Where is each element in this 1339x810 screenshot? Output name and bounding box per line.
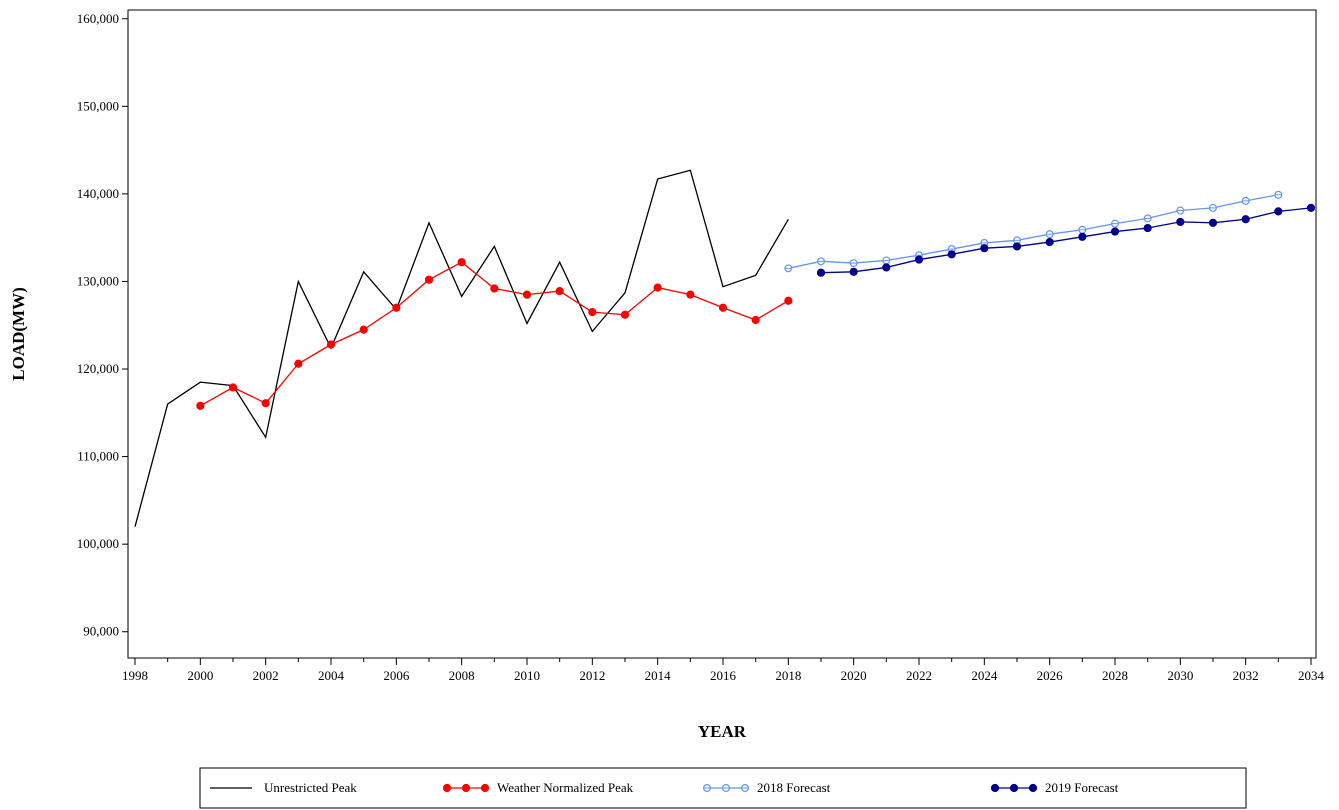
- legend-label: 2018 Forecast: [757, 780, 831, 795]
- data-point-2019-forecast: [1274, 207, 1283, 216]
- x-tick-label: 2008: [449, 668, 475, 683]
- y-tick-label: 130,000: [77, 273, 119, 288]
- legend-swatch-marker: [480, 783, 490, 793]
- x-tick-label: 2034: [1298, 668, 1325, 683]
- legend-label: Weather Normalized Peak: [497, 780, 634, 795]
- x-tick-label: 2024: [971, 668, 998, 683]
- x-tick-label: 2030: [1167, 668, 1193, 683]
- data-point-weather-normalized-peak: [196, 401, 205, 410]
- legend-item-2019-forecast: 2019 Forecast: [990, 780, 1119, 795]
- data-point-weather-normalized-peak: [555, 286, 564, 296]
- data-point-2019-forecast: [1143, 223, 1152, 233]
- data-point-weather-normalized-peak: [359, 325, 368, 334]
- data-point-weather-normalized-peak: [686, 290, 695, 299]
- data-point-weather-normalized-peak: [326, 340, 336, 349]
- legend-swatch-marker: [1028, 783, 1038, 793]
- x-tick-label: 2028: [1102, 668, 1128, 683]
- data-point-weather-normalized-peak: [457, 258, 466, 267]
- data-point-2019-forecast: [1110, 227, 1120, 236]
- legend-label: Unrestricted Peak: [264, 780, 357, 795]
- series-line-weather-normalized-peak: [200, 261, 789, 407]
- data-point-2019-forecast: [1241, 215, 1250, 224]
- data-point-weather-normalized-peak: [490, 284, 499, 293]
- x-tick-label: 2004: [318, 668, 345, 683]
- series-line-2018-forecast: [788, 194, 1279, 269]
- legend-item-2018-forecast: 2018 Forecast: [702, 780, 831, 795]
- x-tick-label: 2026: [1037, 668, 1064, 683]
- series-layer: [134, 169, 1316, 527]
- series-2018-forecast: [784, 190, 1283, 273]
- legend-item-weather-normalized-peak: Weather Normalized Peak: [442, 780, 634, 795]
- x-tick-label: 2022: [906, 668, 932, 683]
- series-line-2019-forecast: [820, 207, 1312, 274]
- x-axis: 1998 2000 2002 2004 2006 2008 2010 2012 2014 2016…: [122, 658, 1325, 683]
- data-point-2019-forecast: [1176, 217, 1185, 227]
- y-tick-label: 90,000: [83, 624, 119, 639]
- y-tick-label: 140,000: [77, 186, 119, 201]
- data-point-weather-normalized-peak: [522, 290, 532, 299]
- x-tick-label: 2010: [514, 668, 540, 683]
- data-point-weather-normalized-peak: [392, 303, 401, 312]
- data-point-2019-forecast: [1208, 218, 1218, 227]
- y-tick-label: 120,000: [77, 361, 119, 376]
- legend-swatch-marker: [442, 783, 452, 793]
- legend-swatch-marker: [1009, 783, 1019, 793]
- x-tick-label: 2012: [579, 668, 605, 683]
- series-unrestricted-peak: [134, 169, 789, 527]
- data-point-weather-normalized-peak: [751, 315, 760, 325]
- data-point-weather-normalized-peak: [424, 275, 434, 284]
- data-point-weather-normalized-peak: [718, 303, 728, 312]
- data-point-2019-forecast: [947, 250, 956, 259]
- data-point-weather-normalized-peak: [261, 399, 270, 408]
- legend-label: 2019 Forecast: [1045, 780, 1119, 795]
- x-tick-label: 2032: [1233, 668, 1259, 683]
- data-point-2019-forecast: [816, 268, 826, 277]
- data-point-weather-normalized-peak: [784, 296, 793, 305]
- y-tick-label: 150,000: [77, 98, 119, 113]
- series-weather-normalized-peak: [196, 258, 793, 410]
- data-point-weather-normalized-peak: [653, 283, 662, 292]
- x-tick-label: 2002: [253, 668, 279, 683]
- plot-frame: [127, 9, 1317, 659]
- x-tick-label: 2000: [187, 668, 213, 683]
- legend-swatch-marker: [990, 783, 1000, 793]
- x-tick-label: 2006: [383, 668, 410, 683]
- x-tick-label: 2018: [775, 668, 801, 683]
- y-axis-title: LOAD(MW): [9, 287, 28, 380]
- data-point-2019-forecast: [1306, 203, 1316, 213]
- data-point-2019-forecast: [849, 267, 858, 276]
- x-tick-label: 2014: [645, 668, 672, 683]
- data-point-weather-normalized-peak: [294, 359, 303, 368]
- y-tick-label: 110,000: [77, 449, 119, 464]
- data-point-2019-forecast: [882, 263, 891, 272]
- data-point-2019-forecast: [980, 244, 989, 253]
- data-point-2019-forecast: [1078, 232, 1087, 241]
- x-tick-label: 2016: [710, 668, 737, 683]
- data-point-weather-normalized-peak: [620, 310, 630, 319]
- y-tick-label: 100,000: [77, 536, 119, 551]
- data-point-2019-forecast: [914, 255, 924, 264]
- data-point-2019-forecast: [1012, 242, 1022, 251]
- x-tick-label: 1998: [122, 668, 148, 683]
- y-tick-label: 160,000: [77, 11, 119, 26]
- y-axis: 90,000 100,000 110,000 120,000 130,000 140,00…: [77, 11, 128, 639]
- data-point-2019-forecast: [1045, 237, 1054, 247]
- x-axis-title: YEAR: [698, 722, 747, 741]
- legend: Unrestricted Peak Weather Normalized Peak…: [210, 780, 1119, 795]
- series-2019-forecast: [816, 203, 1316, 277]
- legend-item-unrestricted-peak: Unrestricted Peak: [210, 780, 357, 795]
- series-line-unrestricted-peak: [134, 169, 789, 527]
- legend-swatch-marker: [461, 783, 471, 793]
- data-point-weather-normalized-peak: [588, 308, 597, 317]
- data-point-weather-normalized-peak: [228, 383, 238, 392]
- x-tick-label: 2020: [841, 668, 867, 683]
